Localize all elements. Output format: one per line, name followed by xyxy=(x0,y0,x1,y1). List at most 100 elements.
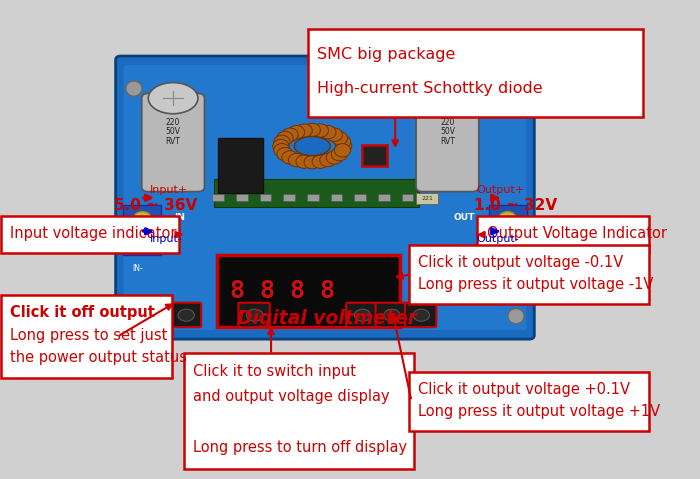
Ellipse shape xyxy=(331,148,347,161)
FancyBboxPatch shape xyxy=(378,194,390,201)
Text: Long press it output voltage -1V: Long press it output voltage -1V xyxy=(418,277,653,292)
FancyBboxPatch shape xyxy=(116,56,534,339)
Text: 50V: 50V xyxy=(440,127,455,136)
Ellipse shape xyxy=(134,212,150,222)
Text: and output voltage display: and output voltage display xyxy=(193,389,389,404)
Text: 221: 221 xyxy=(421,196,433,201)
Ellipse shape xyxy=(277,131,293,145)
Ellipse shape xyxy=(335,144,351,157)
Ellipse shape xyxy=(304,156,321,169)
Text: 8: 8 xyxy=(229,279,244,303)
FancyBboxPatch shape xyxy=(123,65,526,330)
Text: Input voltage indicator: Input voltage indicator xyxy=(10,226,176,241)
Ellipse shape xyxy=(246,309,263,321)
Ellipse shape xyxy=(178,309,195,321)
FancyBboxPatch shape xyxy=(284,194,295,201)
FancyBboxPatch shape xyxy=(307,194,318,201)
Ellipse shape xyxy=(288,153,304,167)
Ellipse shape xyxy=(304,123,321,137)
Ellipse shape xyxy=(277,148,293,161)
Ellipse shape xyxy=(134,238,150,249)
Ellipse shape xyxy=(126,81,142,96)
FancyBboxPatch shape xyxy=(402,194,414,201)
Ellipse shape xyxy=(148,309,165,321)
Ellipse shape xyxy=(273,139,289,153)
Ellipse shape xyxy=(326,151,342,164)
Ellipse shape xyxy=(148,83,198,114)
FancyBboxPatch shape xyxy=(489,231,527,255)
Text: IN: IN xyxy=(174,214,185,222)
Ellipse shape xyxy=(335,135,351,148)
Ellipse shape xyxy=(499,238,516,249)
Ellipse shape xyxy=(126,308,142,324)
Text: 220: 220 xyxy=(166,118,181,126)
Text: OUT: OUT xyxy=(453,214,475,222)
Ellipse shape xyxy=(384,309,400,321)
Ellipse shape xyxy=(331,131,347,145)
FancyBboxPatch shape xyxy=(217,255,400,327)
FancyBboxPatch shape xyxy=(212,194,224,201)
FancyBboxPatch shape xyxy=(362,145,387,166)
FancyBboxPatch shape xyxy=(477,216,650,253)
FancyBboxPatch shape xyxy=(141,303,172,327)
FancyBboxPatch shape xyxy=(170,303,201,327)
Ellipse shape xyxy=(296,124,312,137)
Ellipse shape xyxy=(335,139,351,153)
FancyBboxPatch shape xyxy=(409,372,650,431)
FancyBboxPatch shape xyxy=(214,179,419,207)
Ellipse shape xyxy=(499,212,516,222)
FancyBboxPatch shape xyxy=(122,205,161,228)
FancyBboxPatch shape xyxy=(218,138,262,193)
Text: RVT: RVT xyxy=(166,137,181,146)
Ellipse shape xyxy=(282,151,298,164)
Text: Click it output voltage -0.1V: Click it output voltage -0.1V xyxy=(418,255,623,270)
Ellipse shape xyxy=(354,309,371,321)
Ellipse shape xyxy=(288,125,304,139)
Text: 5.0 ~ 36V: 5.0 ~ 36V xyxy=(114,198,197,214)
Text: High-current Schottky diode: High-current Schottky diode xyxy=(317,80,542,96)
Ellipse shape xyxy=(282,128,298,141)
FancyBboxPatch shape xyxy=(376,303,407,327)
Text: Input+: Input+ xyxy=(150,185,188,195)
Text: Long press it output voltage +1V: Long press it output voltage +1V xyxy=(418,404,660,419)
Text: 1.0 ~ 32V: 1.0 ~ 32V xyxy=(474,198,556,214)
Ellipse shape xyxy=(413,309,430,321)
Text: Output Voltage Indicator: Output Voltage Indicator xyxy=(486,226,666,241)
Ellipse shape xyxy=(274,144,290,157)
FancyBboxPatch shape xyxy=(416,93,479,192)
FancyBboxPatch shape xyxy=(330,194,342,201)
Text: Input-: Input- xyxy=(150,235,183,244)
FancyBboxPatch shape xyxy=(409,245,650,304)
Ellipse shape xyxy=(274,135,290,148)
Text: Output-: Output- xyxy=(477,235,519,244)
Ellipse shape xyxy=(320,125,336,139)
FancyBboxPatch shape xyxy=(260,194,272,201)
FancyBboxPatch shape xyxy=(183,353,414,469)
Ellipse shape xyxy=(294,137,330,156)
Text: Click it to switch input: Click it to switch input xyxy=(193,365,356,379)
Text: 8: 8 xyxy=(259,279,274,303)
Text: Long press to turn off display: Long press to turn off display xyxy=(193,440,407,455)
FancyBboxPatch shape xyxy=(1,216,179,253)
Text: Click it output voltage +0.1V: Click it output voltage +0.1V xyxy=(418,382,630,397)
Ellipse shape xyxy=(312,124,328,137)
FancyBboxPatch shape xyxy=(354,194,366,201)
FancyBboxPatch shape xyxy=(1,295,172,378)
Text: Digital voltmeter: Digital voltmeter xyxy=(237,309,416,328)
Text: 50V: 50V xyxy=(166,127,181,136)
FancyBboxPatch shape xyxy=(122,231,161,255)
Ellipse shape xyxy=(320,153,336,167)
Ellipse shape xyxy=(326,128,342,141)
FancyBboxPatch shape xyxy=(416,193,438,204)
Ellipse shape xyxy=(312,155,328,168)
Text: the power output status: the power output status xyxy=(10,351,187,365)
FancyBboxPatch shape xyxy=(236,194,248,201)
FancyBboxPatch shape xyxy=(141,93,204,192)
Ellipse shape xyxy=(423,83,473,114)
Text: IN-: IN- xyxy=(132,264,143,273)
Text: Output+: Output+ xyxy=(477,185,525,195)
Text: Long press to set just: Long press to set just xyxy=(10,328,167,343)
Text: 8: 8 xyxy=(320,279,335,303)
FancyBboxPatch shape xyxy=(489,205,527,228)
FancyBboxPatch shape xyxy=(346,303,377,327)
